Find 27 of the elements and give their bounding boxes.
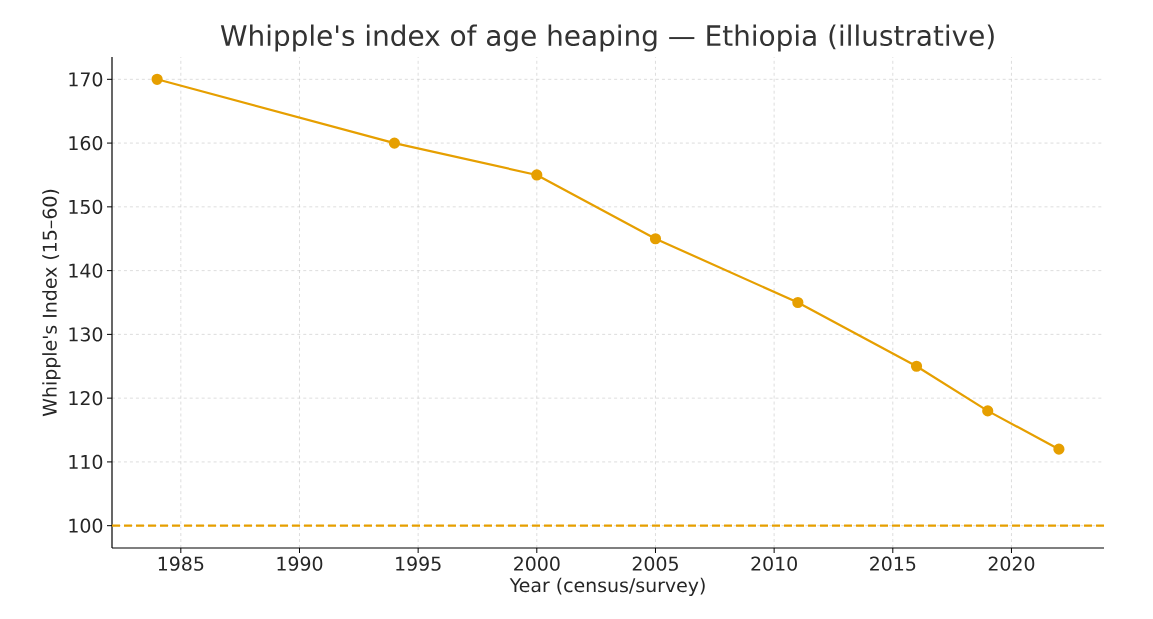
- x-tick-label: 2010: [751, 556, 797, 571]
- x-tick-label: 1995: [396, 556, 441, 571]
- point: [792, 296, 804, 309]
- point: [531, 169, 543, 181]
- y-tick-label: 150: [69, 199, 103, 215]
- y-tick-label: 140: [69, 263, 103, 278]
- y-tick-label: 100: [69, 518, 103, 533]
- y-tick-label: 110: [69, 454, 103, 470]
- point: [910, 360, 923, 372]
- x-tick-label: 2005: [632, 556, 678, 571]
- y-tick-label: 130: [69, 327, 103, 342]
- point: [388, 137, 401, 149]
- chart-title: Whipple's index of age heaping — Ethiopia (illustrative): [220, 24, 994, 52]
- y-tick-label: 120: [69, 390, 103, 406]
- x-tick-label: 1985: [158, 556, 204, 571]
- x-tick-label: 2020: [988, 556, 1035, 571]
- point: [1053, 443, 1065, 455]
- y-axis-title: Whipple's Index (15–60): [42, 189, 61, 417]
- x-tick-label: 2000: [514, 556, 560, 571]
- point: [649, 233, 662, 245]
- point: [151, 73, 163, 85]
- x-tick-label: 2015: [870, 556, 916, 571]
- y-tick-label: 160: [69, 135, 103, 151]
- y-tick-label: 170: [69, 72, 103, 87]
- point: [982, 405, 994, 417]
- x-axis-title: Year (census/survey): [509, 577, 705, 596]
- x-tick-label: 1990: [277, 556, 323, 571]
